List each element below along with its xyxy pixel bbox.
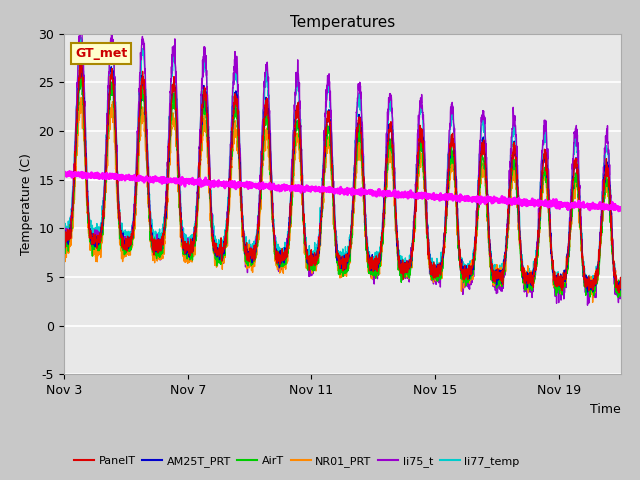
PanelT xyxy=(421,178,429,184)
NR01_PRT xyxy=(77,95,85,100)
PanelT xyxy=(593,269,600,275)
NR01_PRT xyxy=(617,282,625,288)
TC Prof A -32cm xyxy=(111,176,118,182)
li75_t xyxy=(60,238,68,244)
AirT xyxy=(421,190,429,196)
TC Prof A -32cm xyxy=(421,191,429,197)
li75_t xyxy=(481,113,488,119)
Title: Temperatures: Temperatures xyxy=(290,15,395,30)
PanelT xyxy=(464,269,472,275)
li75_t xyxy=(617,295,625,300)
Line: AirT: AirT xyxy=(64,74,621,298)
NR01_PRT xyxy=(111,140,118,145)
Y-axis label: Temperature (C): Temperature (C) xyxy=(20,153,33,255)
li75_t xyxy=(365,260,372,266)
AirT xyxy=(481,166,488,172)
AM25T_PRT xyxy=(365,253,372,259)
PanelT xyxy=(77,59,85,64)
AirT xyxy=(464,276,472,282)
li77_temp xyxy=(586,291,594,297)
AirT xyxy=(111,115,118,121)
TC Prof A -32cm xyxy=(615,208,623,214)
NR01_PRT xyxy=(593,273,600,279)
Line: li77_temp: li77_temp xyxy=(64,29,621,294)
AM25T_PRT xyxy=(584,289,591,295)
TC Prof A -32cm xyxy=(365,189,372,195)
li75_t xyxy=(584,302,591,308)
PanelT xyxy=(111,103,118,109)
li77_temp xyxy=(365,252,372,258)
X-axis label: Time: Time xyxy=(590,403,621,416)
Line: AM25T_PRT: AM25T_PRT xyxy=(64,61,621,292)
AM25T_PRT xyxy=(481,148,488,154)
PanelT xyxy=(365,260,372,266)
TC Prof A -32cm xyxy=(60,172,68,178)
li77_temp xyxy=(593,271,600,277)
TC Prof A -32cm xyxy=(481,197,488,203)
li77_temp xyxy=(421,169,429,175)
li75_t xyxy=(593,277,600,283)
NR01_PRT xyxy=(421,193,429,199)
AM25T_PRT xyxy=(78,58,86,64)
li77_temp xyxy=(111,75,118,81)
li77_temp xyxy=(76,26,84,32)
TC Prof A -32cm xyxy=(593,205,600,211)
TC Prof A -32cm xyxy=(617,207,625,213)
li77_temp xyxy=(464,261,472,266)
AirT xyxy=(593,276,600,282)
AirT xyxy=(77,71,85,77)
Line: NR01_PRT: NR01_PRT xyxy=(64,97,621,302)
AM25T_PRT xyxy=(60,234,68,240)
NR01_PRT xyxy=(60,248,68,254)
TC Prof A -32cm xyxy=(66,168,74,174)
PanelT xyxy=(60,240,68,245)
Line: PanelT: PanelT xyxy=(64,61,621,293)
NR01_PRT xyxy=(481,167,488,173)
AirT xyxy=(614,295,622,300)
PanelT xyxy=(617,285,625,291)
PanelT xyxy=(615,290,623,296)
AirT xyxy=(365,265,372,271)
AM25T_PRT xyxy=(421,184,429,190)
AM25T_PRT xyxy=(617,287,625,292)
AM25T_PRT xyxy=(111,101,118,107)
li77_temp xyxy=(60,227,68,233)
Line: li75_t: li75_t xyxy=(64,23,621,305)
li75_t xyxy=(421,159,429,165)
li75_t xyxy=(77,20,84,26)
NR01_PRT xyxy=(589,300,596,305)
Line: TC Prof A -32cm: TC Prof A -32cm xyxy=(64,171,621,211)
li77_temp xyxy=(481,126,488,132)
li75_t xyxy=(111,83,118,88)
li77_temp xyxy=(617,288,625,294)
NR01_PRT xyxy=(464,274,472,280)
PanelT xyxy=(481,149,488,155)
AM25T_PRT xyxy=(593,270,600,276)
Text: GT_met: GT_met xyxy=(75,47,127,60)
AirT xyxy=(60,243,68,249)
li75_t xyxy=(464,277,472,283)
AirT xyxy=(617,288,625,294)
TC Prof A -32cm xyxy=(464,197,472,203)
AM25T_PRT xyxy=(464,275,472,281)
NR01_PRT xyxy=(365,270,372,276)
